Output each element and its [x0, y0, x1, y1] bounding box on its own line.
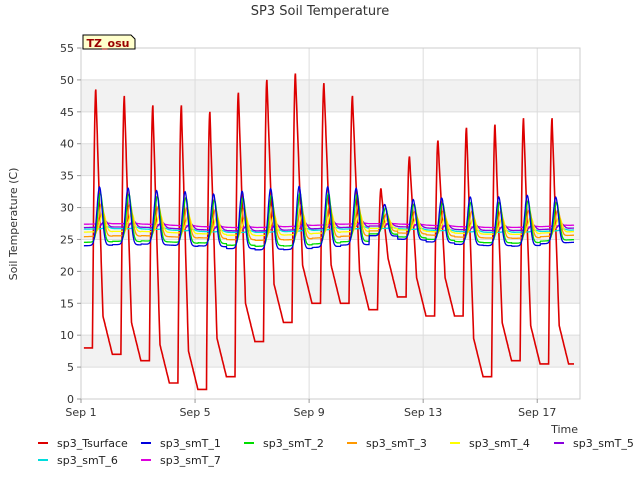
badge-label: TZ_osu [87, 37, 130, 50]
y-tick-label: 15 [60, 297, 74, 310]
y-tick-label: 50 [60, 74, 74, 87]
series-line-sp3_smT_1 [83, 185, 574, 251]
y-tick-label: 25 [60, 233, 74, 246]
plot-band [81, 79, 580, 112]
y-axis-ticks: 0 5 10 15 20 25 30 35 40 45 50 55 [60, 42, 81, 406]
x-tick-label: Sep 5 [179, 406, 210, 419]
plot-band [81, 303, 580, 336]
legend-label-sp3_smT_1: sp3_smT_1 [160, 437, 221, 450]
series-line-sp3_smT_3 [83, 203, 574, 242]
plot-frame [80, 47, 581, 400]
series-line-sp3_smT_4 [83, 211, 574, 237]
legend-label-sp3_smT_2: sp3_smT_2 [263, 437, 324, 450]
y-tick-label: 0 [67, 393, 74, 406]
plot-band [81, 271, 580, 304]
plot-band [81, 143, 580, 176]
plot-band [81, 111, 580, 144]
y-axis-title: Soil Temperature (C) [7, 168, 20, 281]
y-tick-label: 5 [67, 361, 74, 374]
series-line-sp3_smT_7 [83, 222, 575, 229]
y-tick-label: 45 [60, 106, 74, 119]
legend-label-sp3_smT_7: sp3_smT_7 [160, 454, 221, 467]
site-badge: TZ_osu [82, 34, 136, 50]
legend: sp3_Tsurface sp3_smT_1 sp3_smT_2 sp3_smT_3 s… [38, 437, 634, 467]
x-tick-label: Sep 1 [65, 406, 96, 419]
y-tick-label: 35 [60, 170, 74, 183]
y-tick-label: 20 [60, 265, 74, 278]
legend-label-sp3_smT_6: sp3_smT_6 [57, 454, 118, 467]
series-lines [83, 73, 575, 391]
x-tick-label: Sep 9 [293, 406, 324, 419]
plot-band [81, 335, 580, 368]
y-tick-label: 30 [60, 202, 74, 215]
legend-label-sp3_smT_5: sp3_smT_5 [573, 437, 634, 450]
plot-band [81, 367, 580, 399]
legend-label-sp3_smT_3: sp3_smT_3 [366, 437, 427, 450]
x-axis-ticks: Sep 1 Sep 5 Sep 9 Sep 13 Sep 17 [65, 399, 556, 419]
plot-band [81, 48, 580, 80]
x-tick-label: Sep 13 [404, 406, 442, 419]
y-tick-label: 10 [60, 329, 74, 342]
legend-label-sp3_smT_4: sp3_smT_4 [469, 437, 530, 450]
series-line-sp3_smT_5 [83, 219, 574, 232]
x-axis-title: Time [550, 423, 578, 436]
chart-title: SP3 Soil Temperature [251, 4, 389, 19]
legend-label-sp3_Tsurface: sp3_Tsurface [57, 437, 128, 450]
x-tick-label: Sep 17 [518, 406, 556, 419]
y-tick-label: 55 [60, 42, 74, 55]
y-tick-label: 40 [60, 138, 74, 151]
series-line-sp3_Tsurface [83, 73, 574, 391]
series-line-sp3_smT_6 [83, 226, 574, 234]
